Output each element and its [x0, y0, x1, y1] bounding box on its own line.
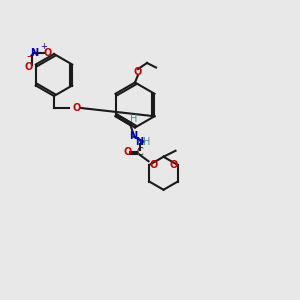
Text: N: N	[136, 137, 144, 147]
Text: H: H	[143, 137, 151, 147]
Text: +: +	[40, 42, 47, 51]
Text: O: O	[134, 67, 142, 77]
Text: -: -	[26, 50, 31, 64]
Text: N: N	[30, 47, 39, 58]
Text: C: C	[136, 147, 143, 157]
Text: O: O	[24, 62, 33, 73]
Text: O: O	[44, 47, 52, 58]
Text: N: N	[130, 131, 138, 141]
Text: H: H	[130, 114, 137, 124]
Text: O: O	[150, 160, 158, 170]
Text: O: O	[169, 160, 177, 170]
Text: O: O	[72, 103, 81, 113]
Text: O: O	[123, 147, 132, 157]
